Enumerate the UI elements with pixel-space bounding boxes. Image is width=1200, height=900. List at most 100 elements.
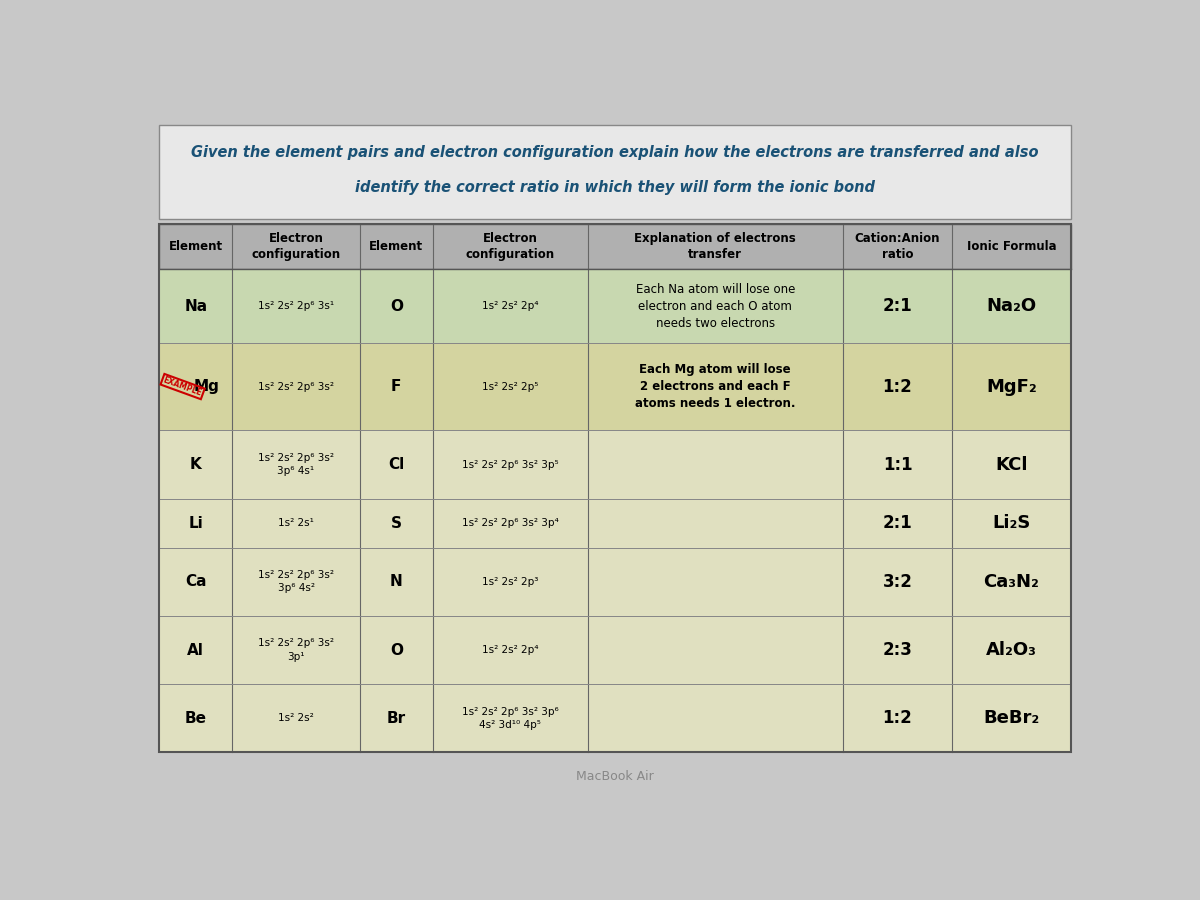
Text: Each Na atom will lose one
electron and each O atom
needs two electrons: Each Na atom will lose one electron and …	[636, 283, 794, 329]
Bar	[160, 125, 1070, 219]
Bar	[360, 616, 433, 684]
Text: N: N	[390, 574, 403, 590]
Bar	[433, 684, 588, 752]
Text: Element: Element	[370, 240, 424, 254]
Bar	[160, 269, 233, 343]
Bar	[233, 430, 360, 499]
Bar	[360, 269, 433, 343]
Bar	[233, 684, 360, 752]
Text: F: F	[391, 379, 402, 394]
Bar	[953, 269, 1070, 343]
Bar	[953, 343, 1070, 430]
Text: 1s² 2s² 2p⁵: 1s² 2s² 2p⁵	[482, 382, 539, 392]
Bar	[953, 430, 1070, 499]
Bar	[588, 269, 842, 343]
Text: 1s² 2s² 2p⁶ 3s² 3p⁶
4s² 3d¹⁰ 4p⁵: 1s² 2s² 2p⁶ 3s² 3p⁶ 4s² 3d¹⁰ 4p⁵	[462, 706, 558, 730]
Text: KCl: KCl	[995, 455, 1027, 473]
Text: Each Mg atom will lose
2 electrons and each F
atoms needs 1 electron.: Each Mg atom will lose 2 electrons and e…	[635, 363, 796, 410]
Text: 1s² 2s² 2p⁶ 3s¹: 1s² 2s² 2p⁶ 3s¹	[258, 302, 334, 311]
Text: 1s² 2s² 2p⁶ 3s²
3p⁶ 4s¹: 1s² 2s² 2p⁶ 3s² 3p⁶ 4s¹	[258, 453, 334, 476]
Text: Ca₃N₂: Ca₃N₂	[984, 572, 1039, 590]
Text: 2:3: 2:3	[882, 641, 912, 659]
Text: Li₂S: Li₂S	[992, 514, 1031, 532]
Text: 1s² 2s¹: 1s² 2s¹	[278, 518, 314, 528]
Bar	[233, 499, 360, 547]
Text: 1s² 2s² 2p³: 1s² 2s² 2p³	[482, 577, 539, 587]
Text: Li: Li	[188, 516, 203, 531]
Bar	[953, 547, 1070, 616]
Bar	[433, 269, 588, 343]
Bar	[433, 343, 588, 430]
Bar	[588, 343, 842, 430]
Text: 1s² 2s² 2p⁶ 3s²
3p⁶ 4s²: 1s² 2s² 2p⁶ 3s² 3p⁶ 4s²	[258, 570, 334, 593]
Bar	[953, 499, 1070, 547]
Bar	[588, 499, 842, 547]
Bar	[842, 547, 953, 616]
Text: MacBook Air: MacBook Air	[576, 770, 654, 783]
Bar	[360, 499, 433, 547]
Bar	[842, 269, 953, 343]
Text: 1s² 2s² 2p⁶ 3s² 3p⁵: 1s² 2s² 2p⁶ 3s² 3p⁵	[462, 460, 558, 470]
Text: identify the correct ratio in which they will form the ionic bond: identify the correct ratio in which they…	[355, 180, 875, 194]
Bar	[160, 343, 233, 430]
Bar	[842, 343, 953, 430]
Bar	[360, 343, 433, 430]
Bar	[433, 430, 588, 499]
Bar	[588, 616, 842, 684]
Text: K: K	[190, 457, 202, 472]
Text: O: O	[390, 643, 403, 658]
Text: Br: Br	[386, 711, 406, 725]
Text: EXAMPLE: EXAMPLE	[162, 375, 203, 398]
Bar	[233, 547, 360, 616]
Bar	[953, 684, 1070, 752]
Text: S: S	[391, 516, 402, 531]
Bar	[160, 499, 233, 547]
Text: Element: Element	[169, 240, 223, 254]
Text: 1s² 2s² 2p⁶ 3s²: 1s² 2s² 2p⁶ 3s²	[258, 382, 334, 392]
Text: 1s² 2s² 2p⁴: 1s² 2s² 2p⁴	[482, 302, 539, 311]
Bar	[842, 616, 953, 684]
Text: 1:2: 1:2	[883, 709, 912, 727]
Bar	[953, 616, 1070, 684]
Text: Given the element pairs and electron configuration explain how the electrons are: Given the element pairs and electron con…	[191, 145, 1039, 160]
Bar	[360, 684, 433, 752]
Text: Cation:Anion
ratio: Cation:Anion ratio	[854, 232, 941, 261]
Text: Al₂O₃: Al₂O₃	[986, 641, 1037, 659]
Bar	[588, 547, 842, 616]
Text: Al: Al	[187, 643, 204, 658]
Bar	[160, 224, 1070, 269]
Bar	[160, 616, 233, 684]
Text: Ca: Ca	[185, 574, 206, 590]
Text: 1:1: 1:1	[883, 455, 912, 473]
Bar	[842, 684, 953, 752]
Bar	[433, 547, 588, 616]
Text: 1s² 2s² 2p⁴: 1s² 2s² 2p⁴	[482, 645, 539, 655]
Text: Na₂O: Na₂O	[986, 297, 1037, 315]
Text: 3:2: 3:2	[882, 572, 912, 590]
Bar	[233, 343, 360, 430]
Bar	[360, 430, 433, 499]
Bar	[588, 684, 842, 752]
Text: BeBr₂: BeBr₂	[983, 709, 1039, 727]
Bar	[160, 430, 233, 499]
Bar	[433, 499, 588, 547]
Bar	[433, 616, 588, 684]
Text: Electron
configuration: Electron configuration	[252, 232, 341, 261]
Bar	[842, 499, 953, 547]
Text: Explanation of electrons
transfer: Explanation of electrons transfer	[635, 232, 796, 261]
Text: Be: Be	[185, 711, 206, 725]
Text: 1s² 2s² 2p⁶ 3s² 3p⁴: 1s² 2s² 2p⁶ 3s² 3p⁴	[462, 518, 558, 528]
Text: Na: Na	[184, 299, 208, 313]
Bar	[233, 269, 360, 343]
Bar	[160, 547, 233, 616]
Text: Ionic Formula: Ionic Formula	[967, 240, 1056, 254]
Text: 2:1: 2:1	[883, 297, 912, 315]
Text: Mg: Mg	[193, 379, 220, 394]
Bar	[160, 224, 1070, 752]
Text: 1:2: 1:2	[883, 378, 912, 396]
Text: MgF₂: MgF₂	[986, 378, 1037, 396]
Bar	[588, 430, 842, 499]
Text: Electron
configuration: Electron configuration	[466, 232, 554, 261]
Text: 1s² 2s²: 1s² 2s²	[278, 714, 314, 724]
Bar	[160, 684, 233, 752]
